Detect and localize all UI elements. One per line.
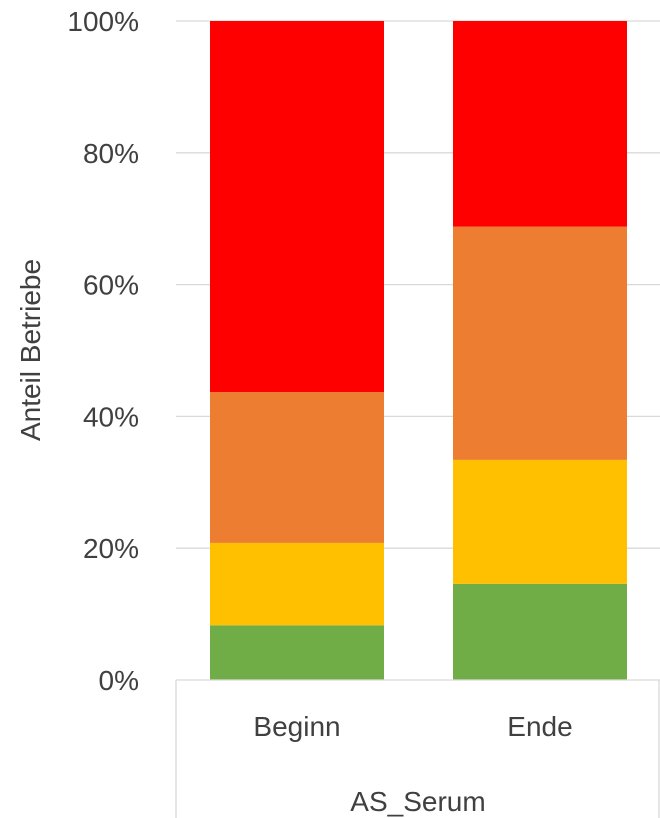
- y-tick-label: 60%: [83, 270, 139, 301]
- bar-segment: [453, 459, 627, 584]
- bar-segment: [453, 226, 627, 460]
- bar-segment: [453, 21, 627, 227]
- x-tick-label: Ende: [507, 711, 572, 742]
- y-tick-label: 100%: [67, 6, 139, 37]
- y-tick-label: 20%: [83, 533, 139, 564]
- x-tick-labels: Beginn Ende: [253, 711, 572, 742]
- x-tick-label: Beginn: [253, 711, 340, 742]
- y-tick-labels: 0% 20% 40% 60% 80% 100%: [67, 6, 139, 696]
- bars: [210, 21, 627, 680]
- x-category-group-label: AS_Serum: [350, 786, 485, 817]
- y-tick-label: 80%: [83, 138, 139, 169]
- y-axis-title: Anteil Betriebe: [15, 259, 46, 441]
- bar-segment: [210, 21, 384, 393]
- bar-segment: [453, 583, 627, 680]
- axes: [175, 679, 660, 818]
- y-tick-label: 40%: [83, 401, 139, 432]
- bar-segment: [210, 542, 384, 626]
- bar-segment: [210, 392, 384, 543]
- y-tick-label: 0%: [99, 665, 139, 696]
- bar-segment: [210, 625, 384, 680]
